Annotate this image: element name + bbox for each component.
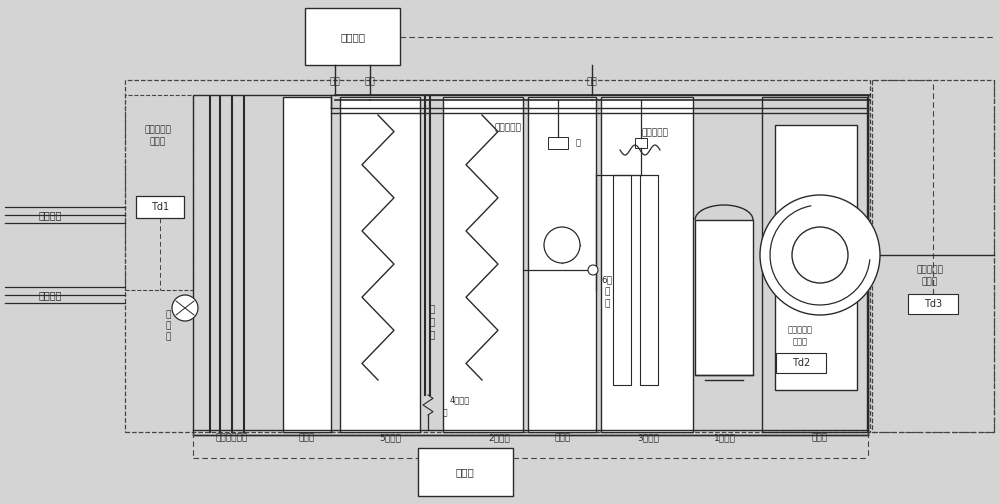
Bar xyxy=(136,196,184,218)
Text: 室外温湿度: 室外温湿度 xyxy=(145,125,171,135)
Text: 挡: 挡 xyxy=(429,305,435,314)
Bar xyxy=(528,97,596,432)
Text: 阀: 阀 xyxy=(443,409,448,417)
Circle shape xyxy=(544,227,580,263)
Circle shape xyxy=(172,295,198,321)
Text: 阀: 阀 xyxy=(576,139,580,148)
Text: 加湿器: 加湿器 xyxy=(555,433,571,443)
Bar xyxy=(872,80,994,432)
Text: 室内回风: 室内回风 xyxy=(38,290,62,300)
Text: 磁: 磁 xyxy=(604,287,610,296)
Text: Td2: Td2 xyxy=(792,358,810,368)
Bar xyxy=(908,294,958,314)
Bar xyxy=(695,220,753,375)
Text: 比: 比 xyxy=(165,310,171,320)
Text: 6电: 6电 xyxy=(601,276,613,284)
Text: 5蒸发器: 5蒸发器 xyxy=(379,433,401,443)
Text: 传感器: 传感器 xyxy=(922,278,938,286)
Text: 进水: 进水 xyxy=(587,78,597,87)
Bar xyxy=(775,125,857,390)
Bar xyxy=(640,175,658,385)
Text: 阀: 阀 xyxy=(604,299,610,308)
Circle shape xyxy=(792,227,848,283)
Text: 防虫网初中效: 防虫网初中效 xyxy=(216,433,248,443)
Text: 出水: 出水 xyxy=(330,78,340,87)
Bar xyxy=(418,448,513,496)
Bar xyxy=(283,97,331,432)
Text: 4膨胀阀: 4膨胀阀 xyxy=(450,396,470,405)
Text: 压力调节阀: 压力调节阀 xyxy=(642,129,668,138)
Text: Td3: Td3 xyxy=(924,299,942,309)
Bar xyxy=(193,95,868,435)
Text: 2再热器: 2再热器 xyxy=(488,433,510,443)
Text: 进水: 进水 xyxy=(365,78,375,87)
Text: 3冷凝器: 3冷凝器 xyxy=(637,433,659,443)
Circle shape xyxy=(588,265,598,275)
Text: 室外新风: 室外新风 xyxy=(38,210,62,220)
Text: 送风机: 送风机 xyxy=(812,433,828,443)
Text: 阀: 阀 xyxy=(165,333,171,342)
Bar xyxy=(305,8,400,65)
Circle shape xyxy=(760,195,880,315)
Text: 传感器: 传感器 xyxy=(792,338,808,347)
Bar xyxy=(443,97,523,432)
Text: 供风温湿度: 供风温湿度 xyxy=(788,326,812,335)
Bar xyxy=(613,175,631,385)
Text: 表冷器: 表冷器 xyxy=(299,433,315,443)
Text: 热泵主机: 热泵主机 xyxy=(340,32,366,42)
Bar xyxy=(776,353,826,373)
Bar xyxy=(635,138,647,148)
Bar xyxy=(601,97,693,432)
Bar xyxy=(340,97,420,432)
Bar xyxy=(762,97,867,432)
Text: Td1: Td1 xyxy=(151,202,169,212)
Bar xyxy=(548,137,568,149)
Text: 控制器: 控制器 xyxy=(456,467,474,477)
Text: 室内温湿度: 室内温湿度 xyxy=(917,266,943,275)
Text: 板: 板 xyxy=(429,332,435,341)
Bar xyxy=(125,95,193,290)
Text: 补水电磁阀: 补水电磁阀 xyxy=(495,123,521,133)
Bar xyxy=(125,80,870,432)
Text: 传感器: 传感器 xyxy=(150,138,166,147)
Text: 1压缩机: 1压缩机 xyxy=(714,433,736,443)
Text: 例: 例 xyxy=(165,322,171,331)
Text: 水: 水 xyxy=(429,319,435,328)
